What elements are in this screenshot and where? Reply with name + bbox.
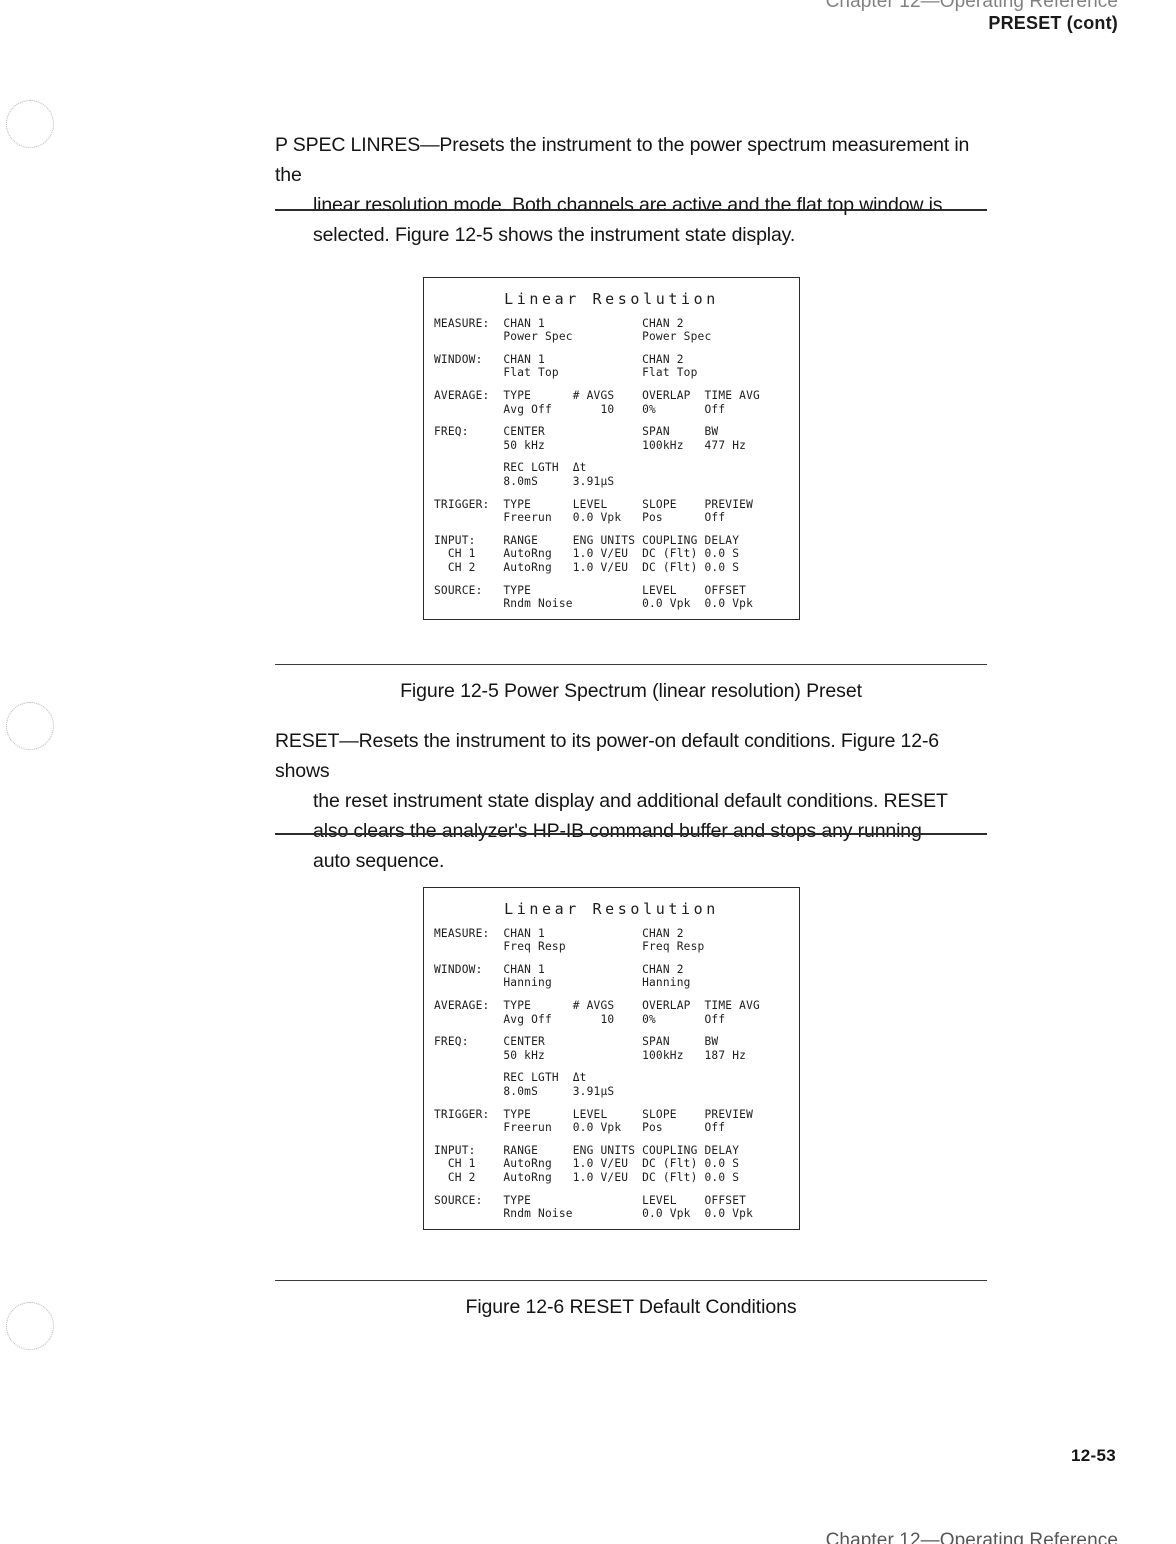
display-title: Linear Resolution	[504, 290, 719, 308]
running-foot-chapter: Chapter 12—Operating Reference	[825, 1530, 1118, 1544]
punch-hole-mark	[6, 100, 54, 148]
display-row: Freerun 0.0 Vpk Pos Off	[434, 1121, 726, 1135]
display-row-spacer	[424, 1062, 799, 1071]
paragraph-line: also clears the analyzer's HP-IB command…	[313, 820, 922, 842]
display-row: TRIGGER: TYPE LEVEL SLOPE PREVIEW	[434, 497, 754, 511]
display-row: CH 1 AutoRng 1.0 V/EU DC (Flt) 0.0 S	[434, 547, 740, 561]
display-row-spacer	[424, 1026, 799, 1035]
display-row: Avg Off 10 0% Off	[434, 1012, 726, 1026]
instrument-display-figure-12-5: Linear Resolution MEASURE: CHAN 1 CHAN 2…	[423, 277, 800, 620]
display-row-spacer	[424, 525, 799, 534]
page-number: 12-53	[1071, 1446, 1116, 1465]
display-row: Rndm Noise 0.0 Vpk 0.0 Vpk	[434, 597, 754, 611]
display-row: Rndm Noise 0.0 Vpk 0.0 Vpk	[434, 1207, 754, 1221]
instrument-display-figure-12-6: Linear Resolution MEASURE: CHAN 1 CHAN 2…	[423, 887, 800, 1230]
display-row: AVERAGE: TYPE # AVGS OVERLAP TIME AVG	[434, 998, 760, 1012]
paragraph-pspec-linres: P SPEC LINRES—Presets the instrument to …	[275, 130, 987, 250]
display-row: CH 2 AutoRng 1.0 V/EU DC (Flt) 0.0 S	[434, 1170, 740, 1184]
horizontal-rule	[275, 1280, 987, 1281]
display-row: MEASURE: CHAN 1 CHAN 2	[434, 926, 684, 940]
punch-hole-mark	[6, 702, 54, 750]
paragraph-reset: RESET—Resets the instrument to its power…	[275, 726, 987, 876]
display-row: REC LGTH Δt	[434, 461, 587, 475]
display-row: CH 1 AutoRng 1.0 V/EU DC (Flt) 0.0 S	[434, 1157, 740, 1171]
display-title: Linear Resolution	[504, 900, 719, 918]
display-row: 8.0mS 3.91µS	[434, 1084, 615, 1098]
display-row-spacer	[424, 1099, 799, 1108]
display-row: FREQ: CENTER SPAN BW	[434, 1035, 719, 1049]
display-row: MEASURE: CHAN 1 CHAN 2	[434, 316, 684, 330]
paragraph-line: selected. Figure 12-5 shows the instrume…	[313, 224, 796, 246]
display-body: MEASURE: CHAN 1 CHAN 2 Freq Resp Freq Re…	[424, 927, 799, 1221]
paragraph-line: auto sequence.	[313, 850, 445, 872]
display-row: REC LGTH Δt	[434, 1071, 587, 1085]
display-row: Freq Resp Freq Resp	[434, 940, 705, 954]
display-row: Hanning Hanning	[434, 976, 691, 990]
paragraph-line: linear resolution mode. Both channels ar…	[313, 194, 943, 216]
display-row-spacer	[424, 1135, 799, 1144]
punch-hole-mark	[6, 1302, 54, 1350]
display-row: AVERAGE: TYPE # AVGS OVERLAP TIME AVG	[434, 388, 760, 402]
display-row-spacer	[424, 344, 799, 353]
display-row-spacer	[424, 1185, 799, 1194]
display-row: 50 kHz 100kHz 187 Hz	[434, 1048, 747, 1062]
display-row: Freerun 0.0 Vpk Pos Off	[434, 511, 726, 525]
display-row-spacer	[424, 990, 799, 999]
display-row-spacer	[424, 416, 799, 425]
horizontal-rule	[275, 209, 987, 211]
paragraph-line: P SPEC LINRES—Presets the instrument to …	[275, 134, 970, 186]
display-row: SOURCE: TYPE LEVEL OFFSET	[434, 583, 747, 597]
display-row-spacer	[424, 452, 799, 461]
display-row: SOURCE: TYPE LEVEL OFFSET	[434, 1193, 747, 1207]
paragraph-line: RESET—Resets the instrument to its power…	[275, 730, 939, 782]
display-row: 8.0mS 3.91µS	[434, 474, 615, 488]
display-row: WINDOW: CHAN 1 CHAN 2	[434, 352, 684, 366]
figure-caption-12-5: Figure 12-5 Power Spectrum (linear resol…	[400, 680, 862, 702]
display-body: MEASURE: CHAN 1 CHAN 2 Power Spec Power …	[424, 317, 799, 611]
display-row-spacer	[424, 489, 799, 498]
display-row: Power Spec Power Spec	[434, 330, 712, 344]
running-head-chapter: Chapter 12—Operating Reference	[825, 0, 1118, 12]
display-row: INPUT: RANGE ENG UNITS COUPLING DELAY	[434, 1143, 740, 1157]
running-head-section: PRESET (cont)	[988, 13, 1118, 33]
display-row: WINDOW: CHAN 1 CHAN 2	[434, 962, 684, 976]
display-row-spacer	[424, 575, 799, 584]
horizontal-rule	[275, 664, 987, 665]
display-row: TRIGGER: TYPE LEVEL SLOPE PREVIEW	[434, 1107, 754, 1121]
display-row: 50 kHz 100kHz 477 Hz	[434, 438, 747, 452]
display-row: FREQ: CENTER SPAN BW	[434, 425, 719, 439]
display-row: CH 2 AutoRng 1.0 V/EU DC (Flt) 0.0 S	[434, 560, 740, 574]
paragraph-line: the reset instrument state display and a…	[313, 790, 948, 812]
horizontal-rule	[275, 833, 987, 835]
figure-caption-12-6: Figure 12-6 RESET Default Conditions	[465, 1296, 797, 1318]
display-row: INPUT: RANGE ENG UNITS COUPLING DELAY	[434, 533, 740, 547]
display-row: Avg Off 10 0% Off	[434, 402, 726, 416]
display-row-spacer	[424, 954, 799, 963]
display-row-spacer	[424, 380, 799, 389]
display-row: Flat Top Flat Top	[434, 366, 698, 380]
